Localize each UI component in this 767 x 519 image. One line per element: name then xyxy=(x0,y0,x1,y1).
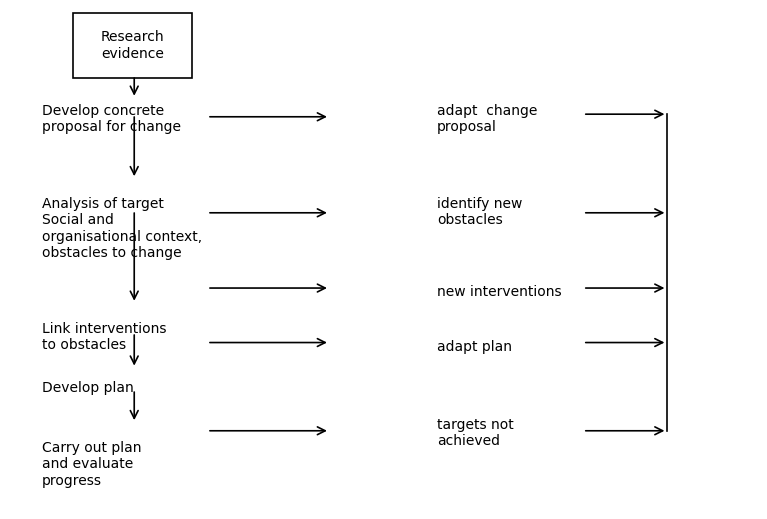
Text: adapt  change
proposal: adapt change proposal xyxy=(437,104,538,134)
Text: targets not
achieved: targets not achieved xyxy=(437,418,514,448)
Text: Research
evidence: Research evidence xyxy=(100,30,164,61)
Text: Carry out plan
and evaluate
progress: Carry out plan and evaluate progress xyxy=(42,441,142,487)
Text: identify new
obstacles: identify new obstacles xyxy=(437,197,522,227)
Text: Develop concrete
proposal for change: Develop concrete proposal for change xyxy=(42,104,181,134)
Text: Link interventions
to obstacles: Link interventions to obstacles xyxy=(42,322,166,352)
FancyBboxPatch shape xyxy=(73,13,192,78)
Text: Analysis of target
Social and
organisational context,
obstacles to change: Analysis of target Social and organisati… xyxy=(42,197,202,260)
Text: adapt plan: adapt plan xyxy=(437,340,512,354)
Text: new interventions: new interventions xyxy=(437,285,561,299)
Text: Develop plan: Develop plan xyxy=(42,381,134,395)
